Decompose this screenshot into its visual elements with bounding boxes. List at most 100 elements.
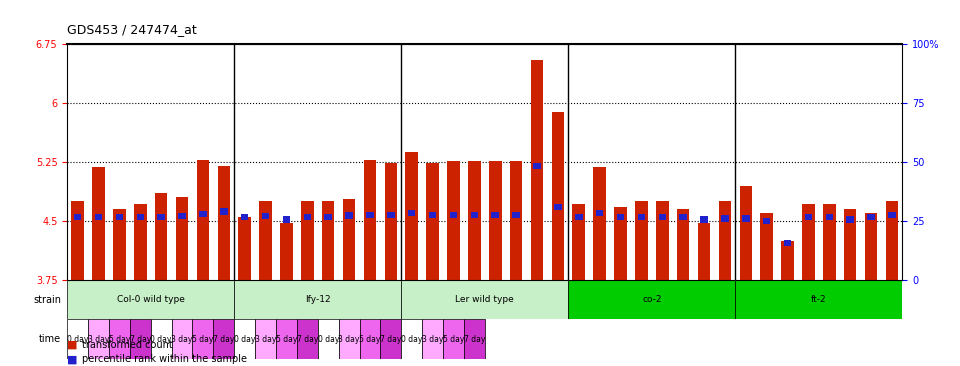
Bar [575,214,583,220]
Bar [449,212,457,218]
Bar [322,201,334,280]
Text: Col-0 wild type: Col-0 wild type [117,295,184,304]
Bar [192,320,213,359]
Text: 0 day: 0 day [67,335,88,344]
Bar [359,320,380,359]
Bar [803,203,815,280]
Bar [614,207,627,280]
Text: 3 day: 3 day [171,335,193,344]
Bar [385,163,397,280]
Bar [303,214,311,220]
Bar [739,186,752,280]
Text: ft-2: ft-2 [811,295,827,304]
Bar [513,212,520,218]
Bar [262,213,270,219]
Bar [401,320,422,359]
Bar [213,320,234,359]
Bar [464,320,485,359]
Bar [510,161,522,280]
Bar [74,214,82,220]
Bar [552,112,564,280]
Bar [259,201,272,280]
Text: 7 day: 7 day [297,335,318,344]
Text: transformed count: transformed count [82,340,173,350]
Bar [218,166,230,280]
Text: 3 day: 3 day [254,335,276,344]
Bar [447,161,460,280]
Bar [401,280,568,320]
Bar [282,216,290,223]
Text: 0 day: 0 day [151,335,172,344]
Bar [554,203,562,210]
Bar [531,60,543,280]
Bar [134,203,147,280]
Bar [408,210,416,216]
Bar [346,212,353,219]
Bar [680,214,687,220]
Text: co-2: co-2 [642,295,661,304]
Bar [656,201,668,280]
Bar [155,194,167,280]
Text: strain: strain [33,295,60,305]
Bar [742,216,750,222]
Bar [67,280,234,320]
Bar [721,216,729,222]
Text: 5 day: 5 day [359,335,381,344]
Bar [468,161,481,280]
Bar [443,320,464,359]
Bar [241,214,249,220]
Bar [826,214,833,220]
Text: 5 day: 5 day [192,335,214,344]
Bar [888,212,896,218]
Bar [636,201,648,280]
Bar [343,199,355,280]
Bar [659,214,666,220]
Bar [719,201,732,280]
Bar [596,210,604,216]
Bar [130,320,151,359]
Bar [280,223,293,280]
Bar [886,201,899,280]
Bar [238,217,251,280]
Bar [380,320,401,359]
Bar [847,216,854,223]
Bar [637,214,645,220]
Bar [172,320,192,359]
Bar [735,280,902,320]
Bar [470,212,478,218]
Text: 3 day: 3 day [87,335,109,344]
Text: 0 day: 0 day [401,335,422,344]
Bar [179,213,186,219]
Bar [700,216,708,223]
Bar [429,212,437,218]
Text: ■: ■ [67,340,78,350]
Bar [136,214,144,220]
Text: 7 day: 7 day [464,335,485,344]
Text: ■: ■ [67,354,78,364]
Bar [115,214,123,220]
Text: time: time [38,334,60,344]
Bar [366,212,373,218]
Bar [405,152,418,280]
Bar [593,168,606,280]
Bar [67,320,88,359]
Bar [489,161,501,280]
Bar [698,223,710,280]
Text: percentile rank within the sample: percentile rank within the sample [82,354,247,364]
Text: 5 day: 5 day [443,335,465,344]
Bar [71,201,84,280]
Bar [616,214,624,220]
Bar [109,320,130,359]
Text: 5 day: 5 day [108,335,131,344]
Bar [823,203,835,280]
Bar [339,320,359,359]
Bar [781,241,794,280]
Bar [760,213,773,280]
Bar [422,320,443,359]
Bar [234,320,255,359]
Bar [92,168,105,280]
Text: 7 day: 7 day [130,335,151,344]
Text: 7 day: 7 day [213,335,234,344]
Bar [255,320,276,359]
Text: 0 day: 0 day [234,335,255,344]
